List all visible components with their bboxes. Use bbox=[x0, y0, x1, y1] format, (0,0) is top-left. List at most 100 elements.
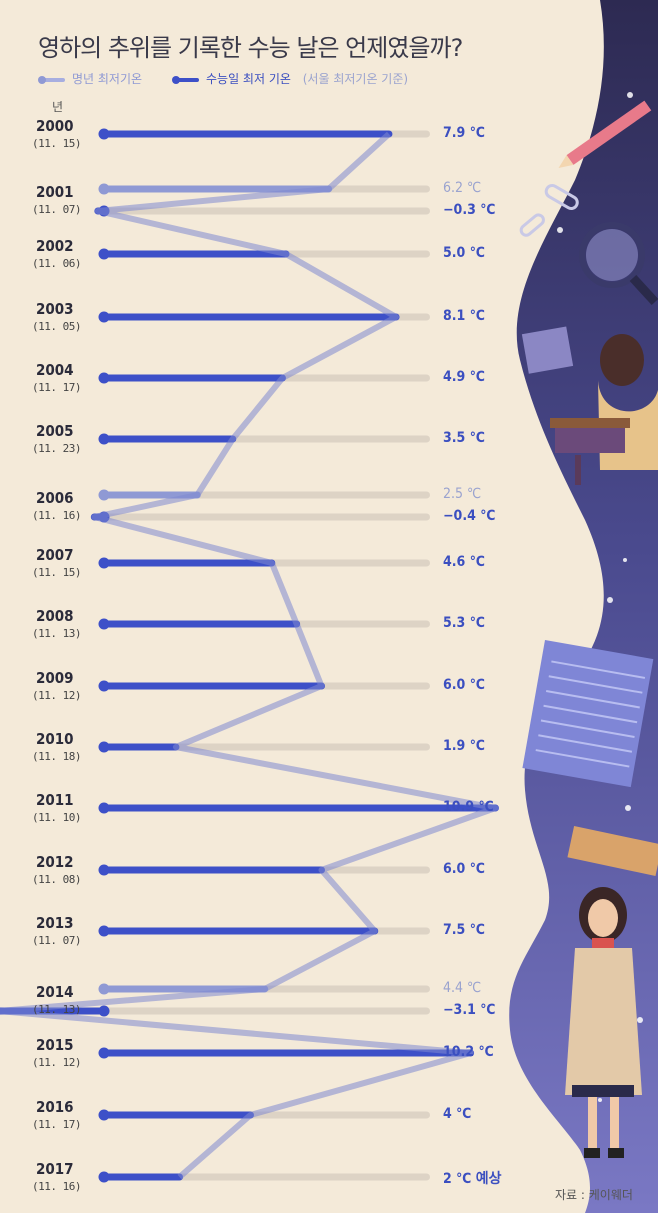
year-label-2007: 2007 bbox=[36, 546, 74, 564]
year-label-2005: 2005 bbox=[36, 422, 74, 440]
bar-current-dot-2000 bbox=[98, 128, 110, 140]
legend-previous: 명년 최저기온 bbox=[38, 70, 142, 87]
value-current-2000: 7.9 ℃ bbox=[443, 125, 485, 141]
value-current-2014: −3.1 ℃ bbox=[443, 1002, 496, 1018]
legend-current: 수능일 최저 기온 (서울 최저기온 기준) bbox=[172, 70, 408, 87]
year-label-2000: 2000 bbox=[36, 117, 74, 135]
date-label-2005: (11. 23) bbox=[32, 442, 81, 455]
value-current-2010: 1.9 ℃ bbox=[443, 738, 485, 754]
value-current-2011: 10.9 ℃ bbox=[443, 799, 494, 815]
track-current-2014 bbox=[104, 1007, 430, 1015]
year-label-2001: 2001 bbox=[36, 183, 74, 201]
studying-student-illustration bbox=[550, 334, 658, 485]
value-current-2007: 4.6 ℃ bbox=[443, 554, 485, 570]
legend-current-swatch bbox=[172, 75, 200, 85]
bar-current-dot-2016 bbox=[98, 1109, 110, 1121]
date-label-2014: (11. 13) bbox=[32, 1003, 81, 1016]
track-current-2006 bbox=[104, 513, 430, 521]
bar-current-dot-2007 bbox=[98, 557, 110, 569]
bar-current-dot-2011 bbox=[98, 802, 110, 814]
year-label-2015: 2015 bbox=[36, 1036, 74, 1054]
year-label-2013: 2013 bbox=[36, 914, 74, 932]
bar-current-dot-2017 bbox=[98, 1171, 110, 1183]
pencil-icon bbox=[558, 100, 652, 169]
bar-current-dot-2014 bbox=[98, 1005, 110, 1017]
date-label-2017: (11. 16) bbox=[32, 1180, 81, 1193]
date-label-2010: (11. 18) bbox=[32, 750, 81, 763]
value-current-2009: 6.0 ℃ bbox=[443, 677, 485, 693]
legend-current-label: 수능일 최저 기온 bbox=[206, 72, 291, 86]
year-label-2003: 2003 bbox=[36, 300, 74, 318]
bar-previous-dot-2001 bbox=[98, 183, 110, 195]
bar-current-dot-2015 bbox=[98, 1047, 110, 1059]
bar-current-dot-2013 bbox=[98, 925, 110, 937]
year-label-2009: 2009 bbox=[36, 669, 74, 687]
source-credit: 자료 : 케이웨더 bbox=[555, 1188, 633, 1202]
value-current-2003: 8.1 ℃ bbox=[443, 308, 485, 324]
value-current-2005: 3.5 ℃ bbox=[443, 430, 485, 446]
value-current-2012: 6.0 ℃ bbox=[443, 861, 485, 877]
date-label-2000: (11. 15) bbox=[32, 137, 81, 150]
bar-current-dot-2008 bbox=[98, 618, 110, 630]
value-current-2013: 7.5 ℃ bbox=[443, 922, 485, 938]
standing-student-illustration bbox=[565, 887, 642, 1158]
date-label-2008: (11. 13) bbox=[32, 627, 81, 640]
value-current-2017: 2 ℃ 예상 bbox=[443, 1171, 502, 1187]
bar-current-dot-2012 bbox=[98, 864, 110, 876]
date-label-2007: (11. 15) bbox=[32, 566, 81, 579]
year-label-2010: 2010 bbox=[36, 730, 74, 748]
ruler-icon bbox=[521, 326, 658, 876]
value-current-2004: 4.9 ℃ bbox=[443, 369, 485, 385]
value-current-2008: 5.3 ℃ bbox=[443, 615, 485, 631]
value-previous-2006: 2.5 ℃ bbox=[443, 486, 482, 502]
date-label-2011: (11. 10) bbox=[32, 811, 81, 824]
page-title: 영하의 추위를 기록한 수능 날은 언제였을까? bbox=[38, 34, 463, 62]
trend-line bbox=[0, 131, 499, 1180]
bar-current-dot-2010 bbox=[98, 741, 110, 753]
value-current-2016: 4 ℃ bbox=[443, 1106, 472, 1122]
value-previous-2014: 4.4 ℃ bbox=[443, 980, 482, 996]
date-label-2002: (11. 06) bbox=[32, 257, 81, 270]
value-previous-2001: 6.2 ℃ bbox=[443, 180, 482, 196]
year-label-2016: 2016 bbox=[36, 1098, 74, 1116]
bar-previous-dot-2006 bbox=[98, 489, 110, 501]
track-current-2001 bbox=[104, 207, 430, 215]
legend-note: (서울 최저기온 기준) bbox=[302, 72, 409, 86]
year-label-2002: 2002 bbox=[36, 237, 74, 255]
date-label-2013: (11. 07) bbox=[32, 934, 81, 947]
value-current-2006: −0.4 ℃ bbox=[443, 508, 496, 524]
date-label-2001: (11. 07) bbox=[32, 203, 81, 216]
legend-previous-swatch bbox=[38, 75, 66, 85]
paperclip-icon bbox=[519, 184, 579, 237]
year-axis-label: 년 bbox=[52, 100, 64, 114]
date-label-2016: (11. 17) bbox=[32, 1118, 81, 1131]
date-label-2009: (11. 12) bbox=[32, 689, 81, 702]
date-label-2004: (11. 17) bbox=[32, 381, 81, 394]
bar-current-dot-2009 bbox=[98, 680, 110, 692]
value-current-2002: 5.0 ℃ bbox=[443, 245, 485, 261]
date-label-2006: (11. 16) bbox=[32, 509, 81, 522]
year-label-2011: 2011 bbox=[36, 791, 74, 809]
date-label-2003: (11. 05) bbox=[32, 320, 81, 333]
year-label-2008: 2008 bbox=[36, 607, 74, 625]
magnifier-icon bbox=[579, 222, 658, 306]
bar-current-dot-2003 bbox=[98, 311, 110, 323]
bar-current-dot-2005 bbox=[98, 433, 110, 445]
year-label-2014: 2014 bbox=[36, 983, 74, 1001]
value-current-2001: −0.3 ℃ bbox=[443, 202, 496, 218]
bar-current-dot-2004 bbox=[98, 372, 110, 384]
legend-previous-label: 명년 최저기온 bbox=[72, 72, 143, 86]
value-current-2015: 10.2 ℃ bbox=[443, 1044, 494, 1060]
year-label-2006: 2006 bbox=[36, 489, 74, 507]
bar-previous-dot-2014 bbox=[98, 983, 110, 995]
date-label-2012: (11. 08) bbox=[32, 873, 81, 886]
date-label-2015: (11. 12) bbox=[32, 1056, 81, 1069]
year-label-2004: 2004 bbox=[36, 361, 74, 379]
bar-current-dot-2002 bbox=[98, 248, 110, 260]
year-label-2017: 2017 bbox=[36, 1160, 74, 1178]
notebook-icon bbox=[522, 640, 654, 788]
year-label-2012: 2012 bbox=[36, 853, 74, 871]
